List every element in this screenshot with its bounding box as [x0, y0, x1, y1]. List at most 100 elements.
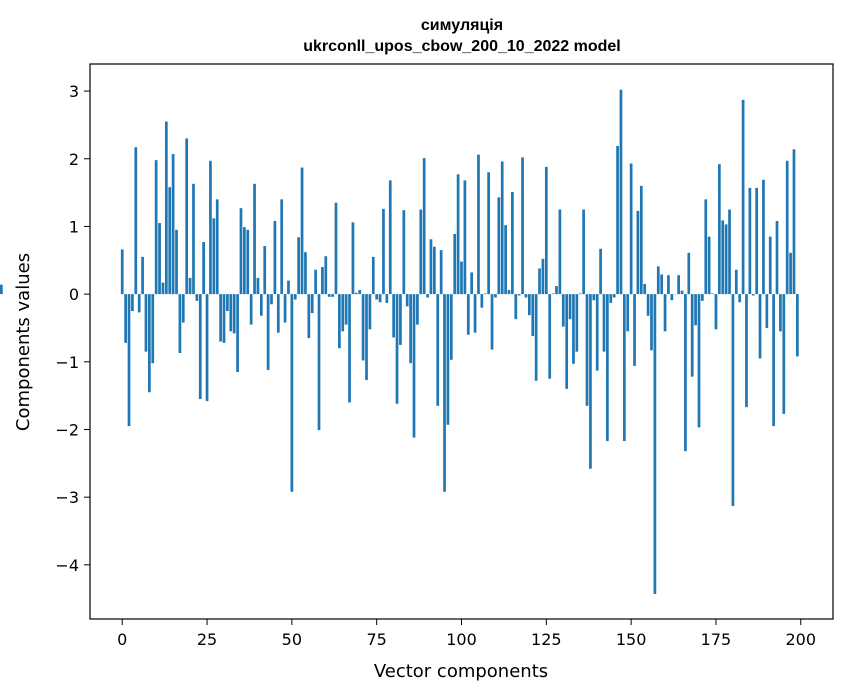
bar [348, 294, 351, 403]
bar [195, 294, 199, 301]
bar [738, 294, 742, 303]
bar [717, 164, 721, 295]
bar [734, 269, 738, 295]
bar [226, 294, 229, 312]
bar [439, 250, 443, 295]
bar [137, 294, 141, 313]
bar [724, 224, 728, 295]
bar [551, 293, 555, 295]
y-tick-label: −3 [55, 488, 79, 507]
bar [164, 121, 168, 295]
bar [555, 286, 558, 295]
bar [704, 199, 708, 295]
bar [497, 197, 501, 295]
y-tick-label: 3 [69, 82, 79, 101]
bar [548, 294, 552, 379]
bar [792, 149, 796, 295]
bar [181, 294, 185, 323]
bar [338, 294, 341, 349]
bar [175, 229, 178, 295]
bar [219, 294, 222, 342]
bar [639, 185, 643, 295]
bar [253, 183, 256, 295]
bar [158, 223, 161, 295]
bar [304, 252, 307, 295]
bar [670, 294, 674, 301]
bar [687, 252, 691, 295]
bar [796, 294, 799, 357]
bar [310, 294, 314, 314]
x-tick-label: 125 [531, 630, 562, 649]
bar [531, 294, 535, 337]
bar [266, 294, 270, 370]
bar [433, 246, 436, 295]
bar [575, 294, 579, 352]
bar [422, 158, 426, 295]
bar [775, 221, 779, 295]
bar [151, 294, 155, 364]
bar [582, 209, 585, 295]
bar [334, 202, 338, 295]
bar [198, 294, 202, 400]
bar [368, 294, 372, 330]
bar [341, 294, 345, 332]
bar [609, 294, 613, 303]
bar [202, 242, 206, 295]
bar [259, 294, 263, 316]
bar [436, 294, 440, 406]
bar [249, 294, 253, 325]
bar [511, 191, 514, 295]
bar [168, 187, 172, 295]
bar [358, 290, 362, 295]
plot-frame [89, 63, 834, 620]
bar [453, 233, 457, 295]
bar [765, 294, 769, 328]
bar [521, 157, 524, 295]
bar [745, 294, 748, 408]
bar [0, 284, 3, 295]
bar [677, 275, 680, 295]
bar [331, 294, 334, 297]
bar [134, 147, 138, 295]
bar [120, 249, 124, 295]
bar [419, 209, 423, 295]
bar [239, 208, 243, 295]
bar [572, 294, 575, 364]
bar [449, 294, 453, 360]
bar [789, 252, 792, 295]
bar [514, 294, 518, 320]
bar [507, 290, 511, 295]
bar [375, 294, 379, 300]
bar [504, 225, 507, 295]
bar [409, 294, 412, 364]
y-axis-ticks: 3 2 1 0 −1 −2 −3 −4 [55, 82, 90, 575]
y-tick-label: −2 [55, 420, 79, 439]
bar [395, 294, 399, 404]
bar [378, 294, 382, 303]
bar [490, 294, 494, 350]
x-tick-label: 100 [446, 630, 477, 649]
bar [446, 294, 450, 425]
bar [205, 294, 209, 402]
bar [124, 294, 127, 343]
bar [782, 294, 786, 414]
bar [280, 199, 284, 295]
bar [728, 209, 731, 295]
bar [148, 294, 151, 393]
bar [748, 187, 752, 295]
x-tick-label: 175 [701, 630, 732, 649]
bar [619, 89, 623, 295]
bar [456, 174, 460, 295]
bar [694, 294, 697, 326]
bar [344, 294, 348, 325]
bar [578, 293, 582, 295]
bar [622, 294, 626, 441]
bar [690, 294, 694, 377]
bar [626, 294, 630, 332]
bar [541, 258, 545, 295]
bar [215, 199, 219, 295]
bar [229, 294, 233, 332]
bar [276, 294, 280, 333]
bar [599, 248, 602, 295]
